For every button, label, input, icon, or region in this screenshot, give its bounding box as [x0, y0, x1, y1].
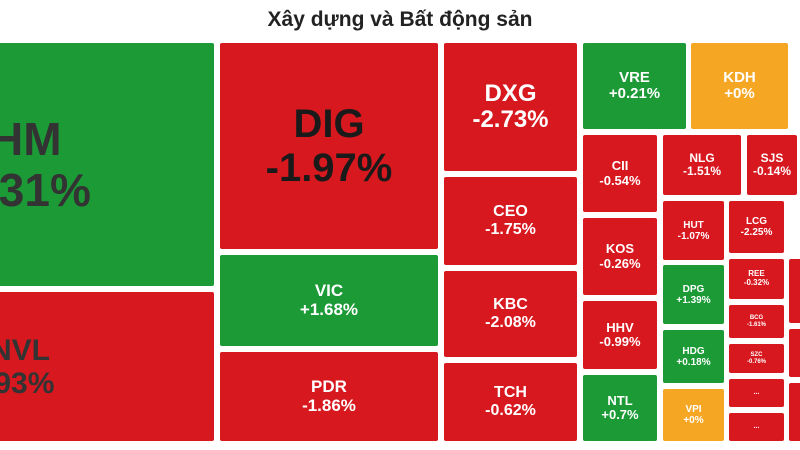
- tile-symbol: DIG: [293, 102, 365, 146]
- tile-symbol: CII: [611, 158, 629, 174]
- tile-symbol: VIC: [314, 280, 344, 300]
- treemap-tile-kdh[interactable]: KDH +0%: [691, 43, 788, 129]
- treemap-tile-vre[interactable]: VRE +0.21%: [583, 43, 686, 129]
- tile-symbol: DXG: [484, 79, 537, 107]
- tile-change: +0.7%: [601, 407, 639, 422]
- tile-symbol: VPI: [685, 404, 702, 415]
- tile-change: -1.61%: [746, 321, 766, 328]
- tile-change: .93%: [0, 366, 55, 400]
- tile-change: -0.54%: [599, 172, 641, 188]
- tile-symbol: VRE: [619, 68, 650, 86]
- tile-change: -0.76%: [746, 358, 766, 365]
- treemap-tile-dxg[interactable]: DXG -2.73%: [444, 43, 577, 171]
- treemap-tile-sjs[interactable]: SJS -0.14%: [747, 135, 797, 195]
- tile-symbol: KBC: [493, 296, 528, 314]
- tile-change: -0.32%: [743, 278, 770, 287]
- tile-symbol: HM: [0, 112, 62, 165]
- tile-change: -0.26%: [599, 255, 641, 271]
- tile-symbol: HDG: [682, 345, 705, 357]
- tile-symbol: NLG: [689, 150, 715, 165]
- tile-change: -1.51%: [682, 164, 722, 178]
- treemap-tile-hdg[interactable]: HDG +0.18%: [663, 330, 724, 383]
- treemap-tile-more-29[interactable]: [789, 383, 800, 441]
- treemap-tile-tch[interactable]: TCH -0.62%: [444, 363, 577, 441]
- tile-symbol: ...: [753, 423, 760, 431]
- tile-symbol: SJS: [760, 150, 784, 165]
- tile-symbol: BCG: [749, 314, 764, 321]
- tile-change: -1.86%: [302, 395, 356, 415]
- tile-change: -2.08%: [485, 314, 536, 331]
- tile-symbol: HUT: [683, 219, 704, 231]
- tile-change: .31%: [0, 163, 91, 216]
- tile-symbol: ...: [753, 389, 760, 397]
- tile-symbol: TCH: [494, 384, 527, 402]
- tile-symbol: NTL: [607, 392, 633, 408]
- tile-change: +0%: [683, 415, 704, 426]
- treemap-tile-szc[interactable]: SZC -0.76%: [729, 344, 784, 373]
- tile-change: +0.21%: [608, 85, 661, 102]
- treemap-tile-hut[interactable]: HUT -1.07%: [663, 201, 724, 260]
- treemap-tile-vpi[interactable]: VPI +0%: [663, 389, 724, 441]
- tile-change: +0.18%: [676, 356, 711, 368]
- tile-symbol: CEO: [493, 203, 528, 221]
- treemap-tile-vic[interactable]: VIC +1.68%: [220, 255, 438, 346]
- tile-symbol: DPG: [682, 283, 705, 295]
- tile-change: -0.62%: [485, 402, 536, 419]
- treemap-tile-cii[interactable]: CII -0.54%: [583, 135, 657, 212]
- tile-change: -1.97%: [265, 146, 393, 190]
- treemap-tile-lcg[interactable]: LCG -2.25%: [729, 201, 784, 253]
- tile-change: +1.68%: [299, 299, 359, 319]
- tile-change: -2.25%: [740, 227, 773, 238]
- treemap-tile-more-26[interactable]: ...: [729, 413, 784, 441]
- treemap-tile-hm[interactable]: HM.31%: [0, 43, 214, 286]
- tile-change: +1.39%: [676, 294, 711, 306]
- treemap-tile-nvl[interactable]: NVL.93%: [0, 292, 214, 441]
- tile-change: -1.75%: [485, 221, 536, 238]
- treemap-tile-hhv[interactable]: HHV -0.99%: [583, 301, 657, 369]
- tile-symbol: KOS: [605, 241, 635, 257]
- chart-title: Xây dựng và Bất động sản: [267, 8, 533, 31]
- tile-change: -0.14%: [752, 164, 792, 178]
- tile-symbol: PDR: [311, 376, 347, 396]
- tile-symbol: KDH: [723, 68, 756, 86]
- treemap-tile-ceo[interactable]: CEO -1.75%: [444, 177, 577, 265]
- tile-symbol: SZC: [750, 351, 763, 358]
- tile-change: -1.07%: [677, 230, 710, 242]
- treemap-tile-kbc[interactable]: KBC -2.08%: [444, 271, 577, 357]
- treemap-tile-dig[interactable]: DIG -1.97%: [220, 43, 438, 249]
- treemap-tile-more-25[interactable]: ...: [729, 379, 784, 407]
- treemap-tile-ree[interactable]: REE -0.32%: [729, 259, 784, 299]
- treemap-tile-nlg[interactable]: NLG -1.51%: [663, 135, 741, 195]
- treemap-tile-pdr[interactable]: PDR -1.86%: [220, 352, 438, 441]
- tile-symbol: LCG: [745, 216, 768, 227]
- tile-change: -0.99%: [599, 334, 641, 349]
- tile-symbol: NVL: [0, 333, 50, 367]
- tile-symbol: HHV: [606, 319, 634, 335]
- treemap-tile-more-28[interactable]: [789, 329, 800, 377]
- treemap-tile-bcg[interactable]: BCG -1.61%: [729, 305, 784, 338]
- treemap-tile-more-27[interactable]: [789, 259, 800, 323]
- tile-change: -2.73%: [472, 106, 549, 133]
- treemap-tile-kos[interactable]: KOS -0.26%: [583, 218, 657, 295]
- treemap-tile-dpg[interactable]: DPG +1.39%: [663, 265, 724, 324]
- treemap-tile-ntl[interactable]: NTL +0.7%: [583, 375, 657, 441]
- tile-symbol: REE: [748, 269, 765, 279]
- tile-change: +0%: [724, 85, 755, 102]
